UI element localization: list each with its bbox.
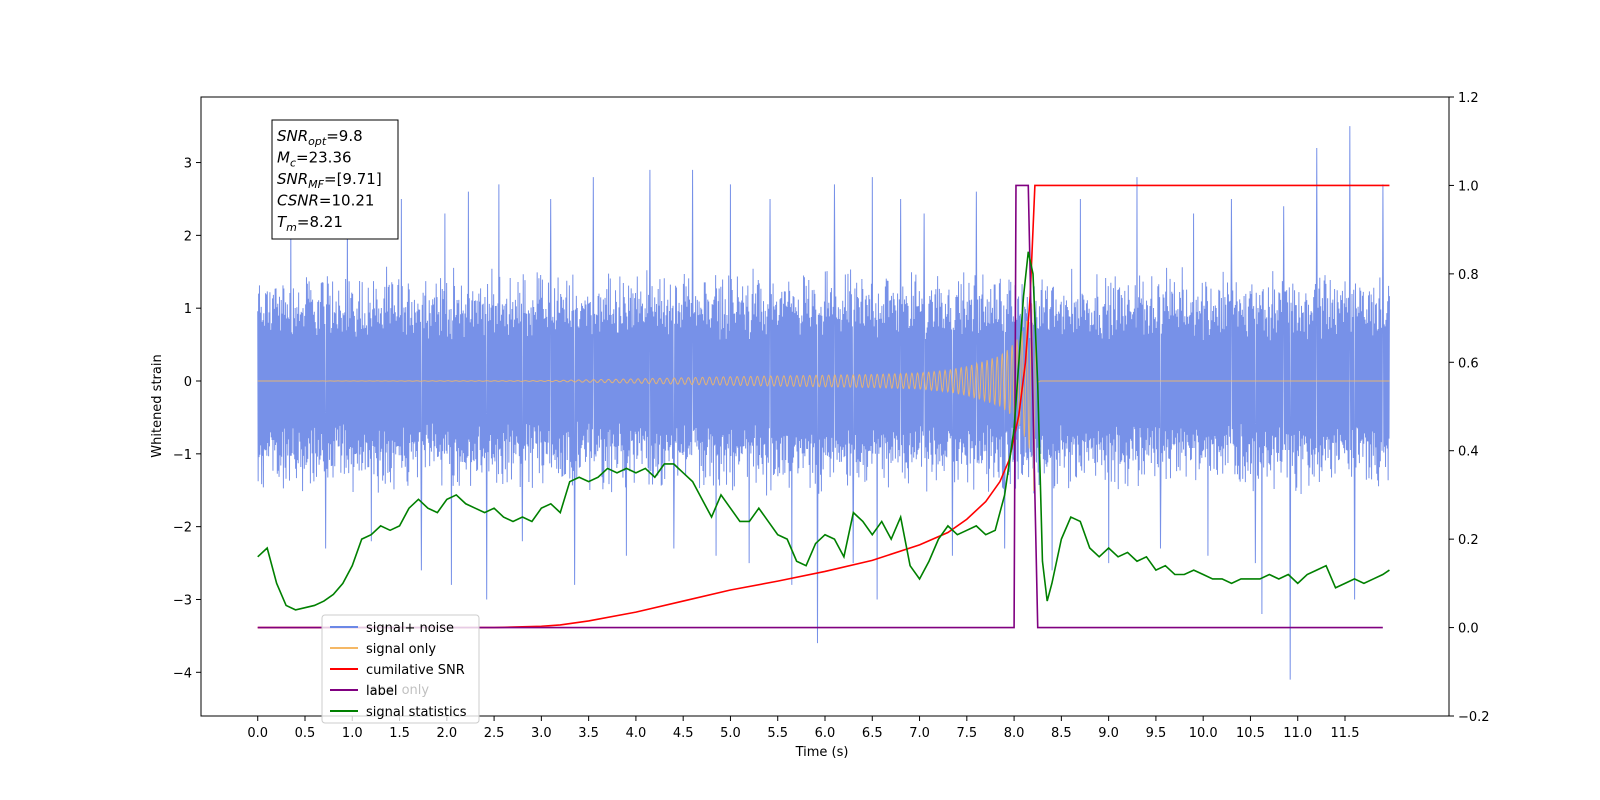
legend-label: signal statistics: [366, 705, 467, 720]
x-tick-label: 7.0: [909, 726, 930, 741]
info-line: Tm=8.21: [277, 213, 343, 234]
x-tick-label: 3.0: [531, 726, 552, 741]
x-tick-label: 6.0: [815, 726, 836, 741]
x-tick-label: 9.5: [1146, 726, 1167, 741]
y-axis-left: 3 2 1 0 −1 −2 −3 −4: [173, 157, 201, 681]
legend-label: cumilative SNR: [366, 663, 465, 678]
info-box: SNRopt=9.8Mc=23.36SNRMF=[9.71]CSNR=10.21…: [271, 119, 399, 240]
y-right-tick-label: −0.2: [1458, 710, 1490, 725]
series-label: [257, 184, 1383, 629]
y-left-tick-label: −4: [173, 666, 192, 681]
y-right-tick-label: 0.4: [1458, 445, 1479, 460]
series-signal-only: [257, 303, 1390, 492]
x-tick-label: 4.5: [673, 726, 694, 741]
x-tick-label: 1.5: [389, 726, 410, 741]
y-right-tick-label: 1.2: [1458, 91, 1479, 106]
y-left-tick-label: 2: [184, 229, 192, 244]
info-line: SNRMF=[9.71]: [277, 170, 382, 191]
series-signal-noise: [257, 126, 1390, 680]
y-left-tick-label: −2: [173, 521, 192, 536]
legend-overlap-text: label only: [366, 683, 429, 698]
x-tick-label: 10.5: [1236, 726, 1265, 741]
info-line: Mc=23.36: [277, 149, 352, 170]
x-tick-label: 7.5: [956, 726, 977, 741]
legend: signal+ noise signal only cumilative SNR la…: [321, 614, 480, 724]
y-left-tick-label: 3: [184, 157, 192, 172]
x-tick-label: 5.5: [767, 726, 788, 741]
x-tick-label: 8.0: [1004, 726, 1025, 741]
y-right-tick-label: 0.6: [1458, 356, 1479, 371]
x-tick-label: 2.0: [436, 726, 457, 741]
x-tick-label: 8.5: [1051, 726, 1072, 741]
x-axis-label: Time (s): [795, 745, 849, 760]
x-tick-label: 5.0: [720, 726, 741, 741]
y-left-tick-label: 0: [184, 375, 192, 390]
x-tick-label: 3.5: [578, 726, 599, 741]
x-tick-label: 10.0: [1189, 726, 1218, 741]
y-axis-right: 1.2 1.0 0.8 0.6 0.4 0.2 0.0 −0.2: [1449, 91, 1490, 725]
x-tick-label: 11.0: [1283, 726, 1312, 741]
y-right-tick-label: 0.0: [1458, 622, 1479, 637]
legend-label: signal+ noise: [366, 621, 454, 636]
x-tick-label: 6.5: [862, 726, 883, 741]
y-right-tick-label: 0.2: [1458, 533, 1479, 548]
info-line: SNRopt=9.8: [277, 127, 363, 148]
x-tick-label: 0.5: [295, 726, 316, 741]
x-tick-label: 11.5: [1331, 726, 1360, 741]
series-signal-statistics: [257, 251, 1390, 611]
x-axis: 0.0 0.5 1.0 1.5 2.0 2.5 3.0 3.5 4.0 4.5 5.0 5.5 6.0 6…: [247, 716, 1359, 741]
y-right-tick-label: 0.8: [1458, 268, 1479, 283]
plot-area: [257, 126, 1390, 680]
x-tick-label: 1.0: [342, 726, 363, 741]
y-left-tick-label: −3: [173, 593, 192, 608]
y-right-tick-label: 1.0: [1458, 179, 1479, 194]
y-left-tick-label: −1: [173, 448, 192, 463]
x-tick-label: 0.0: [247, 726, 268, 741]
x-tick-label: 9.0: [1098, 726, 1119, 741]
legend-label: label: [366, 684, 397, 699]
legend-label: signal only: [366, 642, 436, 657]
x-tick-label: 4.0: [626, 726, 647, 741]
y-axis-label: Whitened strain: [150, 354, 165, 457]
info-line: CSNR=10.21: [277, 192, 374, 210]
y-left-tick-label: 1: [184, 302, 192, 317]
x-tick-label: 2.5: [484, 726, 505, 741]
